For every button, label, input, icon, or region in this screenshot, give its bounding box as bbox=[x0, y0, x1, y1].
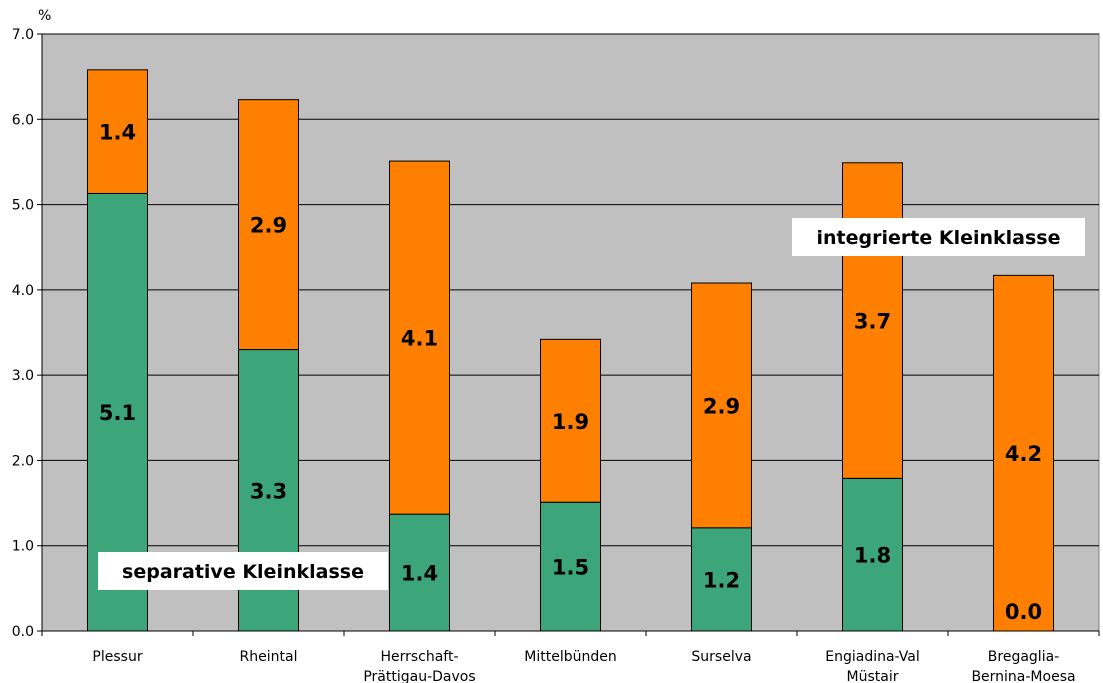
bar-segment bbox=[691, 282, 752, 529]
x-tick-label: Prättigau-Davos bbox=[363, 669, 475, 683]
x-tick-label: Bernina-Moesa bbox=[971, 669, 1075, 683]
data-label: 1.5 bbox=[552, 556, 589, 580]
series-annotation-label: integrierte Kleinklasse bbox=[817, 227, 1061, 249]
axes: 0.0 1.0 2.0 3.0 4.0 5.0 6.0 7.0 Plessur Rheintal H… bbox=[12, 27, 1100, 683]
bar-segment bbox=[842, 477, 903, 632]
data-label: 5.1 bbox=[99, 401, 136, 425]
data-label: 4.1 bbox=[401, 327, 438, 351]
data-label: 0.0 bbox=[1005, 600, 1042, 624]
x-tick-label: Rheintal bbox=[240, 649, 298, 665]
legend-annotations: separative Kleinklasse integrierte Kleink… bbox=[98, 218, 1085, 590]
y-tick-label: 3.0 bbox=[12, 368, 34, 384]
bar-segment bbox=[389, 513, 450, 632]
series-annotation-label: separative Kleinklasse bbox=[122, 561, 364, 583]
y-axis-unit-label: % bbox=[38, 8, 51, 24]
data-label: 1.4 bbox=[401, 562, 438, 586]
x-tick-label: Müstair bbox=[847, 669, 899, 683]
y-tick-label: 0.0 bbox=[12, 624, 34, 640]
bar-segment bbox=[87, 69, 148, 194]
data-label: 1.2 bbox=[703, 568, 740, 592]
bar-segment bbox=[842, 162, 903, 479]
bar-segment bbox=[540, 501, 601, 632]
x-tick-label: Surselva bbox=[691, 649, 751, 665]
y-tick-label: 5.0 bbox=[12, 198, 34, 214]
x-tick-label: Engiadina-Val bbox=[825, 649, 920, 665]
data-label: 3.3 bbox=[250, 479, 287, 503]
bar-segment bbox=[993, 274, 1054, 632]
data-label: 1.9 bbox=[552, 410, 589, 434]
y-tick-label: 2.0 bbox=[12, 453, 34, 469]
labels: 5.1 1.4 3.3 2.9 1.4 4.1 1.5 1.9 1.2 2.9 1.8 3.7 0.0 4… bbox=[99, 121, 1042, 624]
data-label: 3.7 bbox=[854, 310, 891, 334]
data-label: 4.2 bbox=[1005, 442, 1042, 466]
series-annotation-box bbox=[792, 218, 1085, 256]
bar-segment bbox=[540, 338, 601, 503]
bar-segment bbox=[389, 160, 450, 515]
x-tick-label: Plessur bbox=[92, 649, 142, 665]
series-annotation-box bbox=[98, 552, 388, 590]
bar-segment bbox=[238, 99, 299, 351]
grid-lines bbox=[42, 33, 1099, 547]
bar-segment bbox=[691, 527, 752, 632]
data-label: 2.9 bbox=[703, 394, 740, 418]
data-label: 2.9 bbox=[250, 214, 287, 238]
data-label: 1.4 bbox=[99, 121, 136, 145]
y-tick-label: 7.0 bbox=[12, 27, 34, 43]
data-label: 1.8 bbox=[854, 544, 891, 568]
x-tick-label: Herrschaft- bbox=[380, 649, 458, 665]
y-tick-label: 4.0 bbox=[12, 283, 34, 299]
x-tick-label: Bregaglia- bbox=[988, 649, 1059, 665]
y-tick-label: 1.0 bbox=[12, 539, 34, 555]
x-tick-label: Mittelbünden bbox=[524, 649, 616, 665]
y-tick-label: 6.0 bbox=[12, 112, 34, 128]
